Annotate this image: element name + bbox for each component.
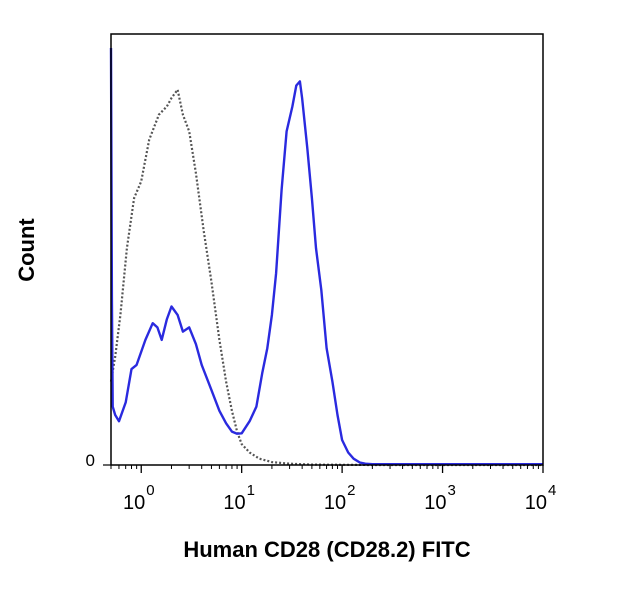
x-tick-label: 10: [324, 492, 346, 514]
x-axis-label: Human CD28 (CD28.2) FITC: [183, 537, 470, 562]
x-tick-label: 10: [424, 492, 446, 514]
series-line-stained: [109, 47, 543, 466]
x-tick-exponent: 4: [548, 482, 556, 499]
series-line-control: [109, 88, 543, 467]
x-tick-exponent: 1: [247, 482, 255, 499]
x-tick-label: 10: [525, 492, 547, 514]
y-axis-label: Count: [14, 218, 39, 282]
x-tick-label: 10: [123, 492, 145, 514]
plot-area: [109, 47, 543, 467]
x-tick-exponent: 3: [448, 482, 456, 499]
x-tick-label: 10: [223, 492, 245, 514]
x-tick-exponent: 0: [146, 482, 154, 499]
x-tick-exponent: 2: [347, 482, 355, 499]
plot-frame: [110, 33, 544, 466]
y-tick-label: 0: [86, 451, 95, 470]
